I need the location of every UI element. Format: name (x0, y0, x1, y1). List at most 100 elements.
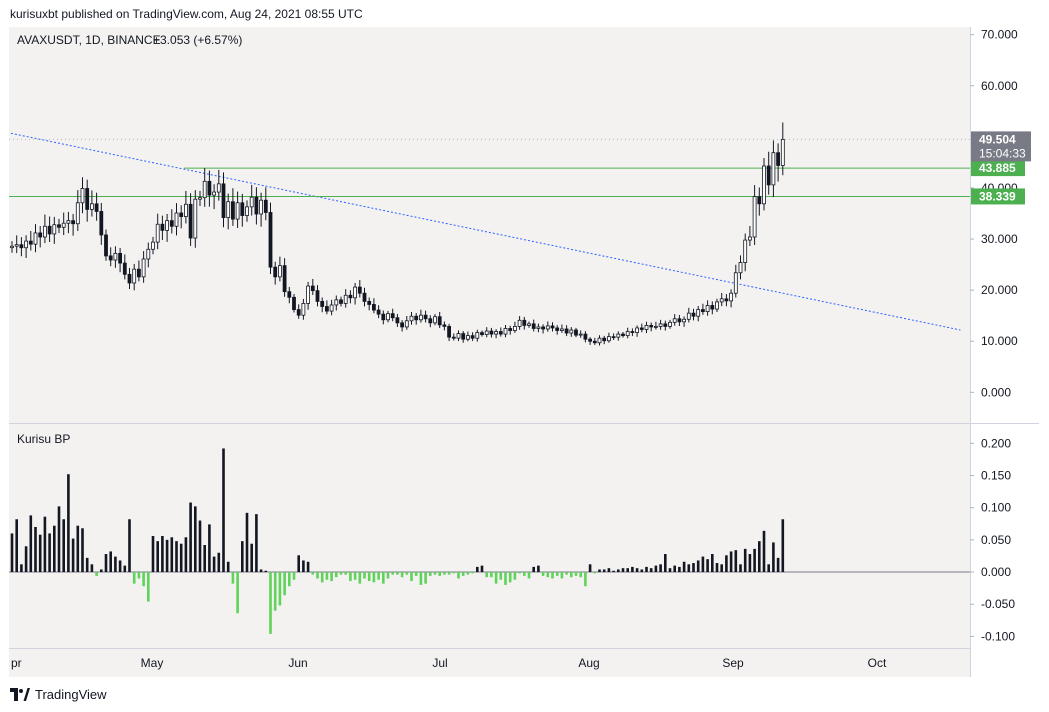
histogram-bar-positive (621, 568, 625, 573)
candle (414, 312, 419, 325)
candle (386, 310, 390, 323)
candle (616, 331, 621, 341)
histogram-bar-negative (372, 572, 376, 583)
histogram-bar-negative (339, 572, 343, 575)
price-pane-background[interactable] (9, 27, 970, 423)
candle-body-down (663, 323, 668, 327)
candle-body-down (630, 331, 635, 333)
histogram-bar-positive (43, 516, 47, 573)
histogram-bar-positive (781, 519, 785, 573)
candle-body-up (484, 330, 489, 336)
time-axis-background[interactable] (9, 648, 970, 677)
candle-body-down (414, 315, 419, 321)
candle-body-up (672, 318, 677, 323)
candle-body-down (428, 318, 433, 324)
histogram-bar-negative (278, 572, 282, 606)
histogram-bar-negative (316, 572, 319, 579)
candle-body-up (226, 201, 231, 218)
candle (165, 213, 170, 242)
histogram-bar-positive (762, 530, 766, 573)
candle-body-up (616, 333, 621, 338)
candle-body-up (625, 331, 630, 337)
level-tag-label: 43.885 (979, 161, 1016, 175)
histogram-bar-negative (132, 572, 136, 584)
histogram-bar-positive (588, 564, 592, 573)
candle-body-up (456, 333, 461, 339)
candle-body-up (527, 323, 531, 326)
candle-body-up (301, 303, 306, 316)
last-price-countdown: 15:04:33 (979, 146, 1026, 160)
histogram-bar-positive (635, 568, 639, 573)
candle (104, 229, 108, 261)
candle-body-up (738, 262, 743, 274)
candle (574, 327, 578, 338)
histogram-bar-positive (649, 568, 653, 573)
candle-body-up (216, 183, 221, 193)
histogram-bar-positive (71, 538, 75, 573)
candle-body-down (522, 319, 527, 326)
candle (738, 255, 743, 280)
candle-body-up (512, 326, 517, 331)
candle (625, 327, 630, 339)
candle (607, 332, 611, 343)
candle-body-down (602, 337, 607, 342)
chart-svg[interactable]: 70.00060.00040.00030.00020.00010.0000.00… (9, 27, 1039, 677)
candle-body-up (578, 333, 583, 336)
candle (527, 321, 531, 328)
candle-body-up (277, 265, 282, 278)
indicator-pane-background[interactable] (9, 424, 970, 648)
histogram-bar-positive (537, 565, 540, 573)
candle-body-up (682, 318, 686, 323)
histogram-bar-negative (288, 572, 291, 587)
histogram-bar-negative (335, 572, 338, 578)
candle-body-up (733, 272, 738, 294)
price-axis-background[interactable] (971, 27, 1039, 423)
candle-body-down (47, 225, 52, 235)
footer-brand[interactable]: TradingView (10, 686, 107, 702)
candle (75, 190, 80, 231)
histogram-bar-positive (118, 560, 122, 573)
candle (705, 300, 710, 316)
candle (748, 225, 752, 247)
candle-body-up (597, 337, 602, 344)
histogram-bar-positive (602, 569, 606, 573)
candle-body-down (127, 273, 132, 284)
histogram-bar-positive (217, 552, 221, 573)
candle-body-up (607, 336, 611, 342)
histogram-bar-positive (748, 554, 752, 573)
candle (320, 297, 325, 313)
histogram-bar-positive (62, 519, 65, 573)
last-price-tag-background (971, 131, 1031, 162)
candle (127, 267, 132, 290)
indicator-axis-tick-label: 0.150 (981, 468, 1011, 482)
indicator-axis-background[interactable] (971, 424, 1039, 648)
candle (57, 218, 61, 234)
histogram-bar-positive (10, 533, 14, 573)
candle (240, 193, 245, 227)
time-axis-label: Jun (288, 656, 307, 670)
chart-frame[interactable]: 70.000 60.000 40.000 30.000 20.000 10.000 0.00… (9, 27, 1039, 677)
candle (437, 311, 442, 329)
histogram-bar-positive (678, 566, 681, 573)
candle (461, 331, 466, 343)
candle-body-up (141, 258, 146, 278)
candle-body-up (66, 220, 71, 224)
candle-body-up (24, 240, 29, 249)
candle-body-down (263, 199, 268, 213)
candle (649, 322, 654, 332)
candle (621, 332, 625, 338)
histogram-bar-positive (758, 541, 761, 573)
candle-body-down (320, 300, 325, 307)
candle (315, 285, 320, 307)
histogram-bar-positive (198, 520, 202, 573)
candle-body-down (588, 338, 592, 342)
candle (686, 307, 691, 323)
candle-body-up (80, 188, 85, 204)
candle (588, 337, 592, 345)
candle-body-up (569, 329, 574, 334)
candle (456, 330, 461, 342)
candle (118, 247, 122, 273)
candle-body-up (75, 202, 80, 225)
candle-body-up (545, 325, 550, 330)
candle-body-down (508, 328, 513, 331)
